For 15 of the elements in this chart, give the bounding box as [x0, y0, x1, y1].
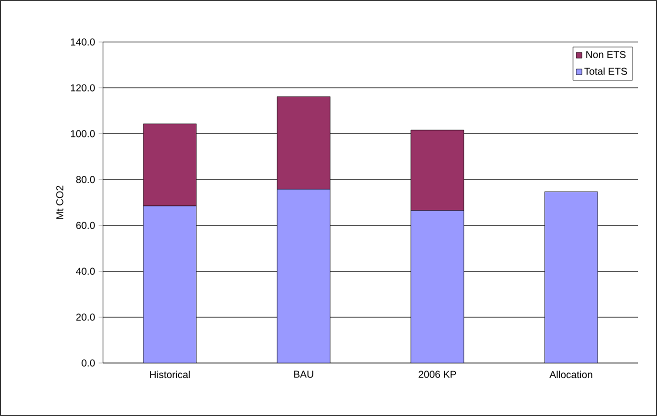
y-tick-label: 140.0	[70, 38, 95, 46]
legend-label: Non ETS	[586, 51, 626, 58]
y-tick-label: 0.0	[82, 359, 95, 367]
y-tick-label: 120.0	[70, 84, 95, 92]
y-tick-label: 40.0	[76, 268, 95, 275]
y-axis-title: Mt CO2	[56, 186, 64, 219]
y-tick-label: 60.0	[76, 222, 95, 229]
x-tick-label: Allocation	[549, 370, 592, 378]
x-tick-label: 2006 KP	[418, 370, 456, 378]
legend-label: Total ETS	[584, 68, 627, 75]
y-tick-label: 80.0	[76, 176, 95, 184]
y-tick-label: 100.0	[70, 130, 95, 138]
x-tick-label: Historical	[150, 370, 190, 378]
y-tick-label: 20.0	[76, 314, 95, 321]
x-tick-label: BAU	[294, 370, 314, 378]
